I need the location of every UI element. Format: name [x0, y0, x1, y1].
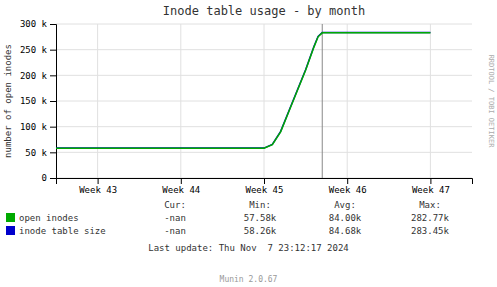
- annotation: RRDTOOL / TOBI OETIKER: [487, 55, 495, 149]
- y-tick-mark: [50, 152, 56, 153]
- grid-line: [264, 24, 265, 178]
- x-axis-line: [57, 179, 473, 185]
- x-tick-mark: [98, 178, 99, 184]
- x-tick-label: Week 44: [162, 185, 200, 195]
- y-tick-mark: [50, 75, 56, 76]
- grid: [56, 24, 472, 178]
- x-tick: Week 47: [412, 178, 450, 195]
- y-tick-label: 100 k: [20, 122, 48, 132]
- x-tick: Week 46: [329, 178, 367, 195]
- stats-header: Avg:: [334, 200, 356, 210]
- x-tick-label: Week 43: [79, 185, 117, 195]
- x-tick: Week 43: [79, 178, 117, 195]
- y-tick-label: 250 k: [20, 45, 48, 55]
- x-tick-label: Week 47: [412, 185, 450, 195]
- series-line: [56, 33, 430, 148]
- x-tick-label: Week 46: [329, 185, 367, 195]
- y-tick-mark: [50, 24, 56, 25]
- y-tick-mark: [50, 101, 56, 102]
- y-tick: 200 k: [20, 71, 56, 81]
- y-tick-label: 300 k: [20, 19, 48, 29]
- stats-value: -nan: [164, 226, 186, 236]
- x-axis: Week 43 Week 44 Week 45 Week 46 Week 47: [57, 178, 473, 195]
- y-tick-mark: [50, 50, 56, 51]
- vertical-line: [322, 24, 323, 178]
- x-tick-label: Week 45: [246, 185, 284, 195]
- marks: [56, 24, 430, 178]
- y-tick: 0: [42, 173, 56, 183]
- x-tick-mark: [264, 178, 265, 184]
- annotation: Munin 2.0.67: [220, 275, 278, 284]
- x-tick-mark: [181, 178, 182, 184]
- chart: Week 43 Week 44 Week 45 Week 46 Week 47 0 50 k…: [0, 0, 497, 287]
- x-tick-mark: [430, 178, 431, 184]
- y-tick: 100 k: [20, 122, 56, 132]
- y-axis-title: number of open inodes: [3, 44, 13, 158]
- x-tick: Week 44: [162, 178, 200, 195]
- y-tick-label: 200 k: [20, 71, 48, 81]
- stats-value: 57.58k: [244, 213, 277, 223]
- legend-swatch: [6, 226, 15, 235]
- stats-value: -nan: [164, 213, 186, 223]
- legend-swatch: [6, 213, 15, 222]
- stats-value: 84.68k: [329, 226, 362, 236]
- x-tick-mark: [347, 178, 348, 184]
- y-axis: 0 50 k 100 k 150 k 200 k 250 k 300 k: [20, 19, 57, 183]
- y-tick-mark: [50, 178, 56, 179]
- stats-header: Max:: [419, 200, 441, 210]
- y-tick: 250 k: [20, 45, 56, 55]
- y-tick: 300 k: [20, 19, 56, 29]
- y-tick-label: 50 k: [25, 148, 47, 158]
- y-tick: 150 k: [20, 96, 56, 106]
- grid-line: [180, 24, 181, 178]
- y-tick: 50 k: [25, 148, 56, 158]
- legend: Cur: Min: Avg: Max: open inodes -nan 57.58k 84.…: [6, 200, 450, 236]
- legend-label: inode table size: [19, 226, 106, 236]
- y-tick-label: 150 k: [20, 96, 48, 106]
- y-tick-label: 0: [42, 173, 47, 183]
- legend-label: open inodes: [19, 213, 79, 223]
- stats-value: 283.45k: [411, 226, 450, 236]
- x-tick: Week 45: [246, 178, 284, 195]
- annotation: Last update: Thu Nov 7 23:12:17 2024: [148, 243, 348, 253]
- y-tick-mark: [50, 127, 56, 128]
- y-axis-line: [50, 25, 57, 179]
- stats-header: Cur:: [164, 200, 186, 210]
- stats-value: 58.26k: [244, 226, 277, 236]
- grid-line: [347, 24, 348, 178]
- grid-line: [430, 24, 431, 178]
- stats-header: Min:: [249, 200, 271, 210]
- series-line: [56, 32, 430, 148]
- stats-value: 282.77k: [411, 213, 450, 223]
- stats-value: 84.00k: [329, 213, 362, 223]
- grid-line: [97, 24, 98, 178]
- title: Inode table usage - by month: [163, 4, 365, 18]
- plot: Week 43 Week 44 Week 45 Week 46 Week 47 0 50 k…: [20, 19, 473, 195]
